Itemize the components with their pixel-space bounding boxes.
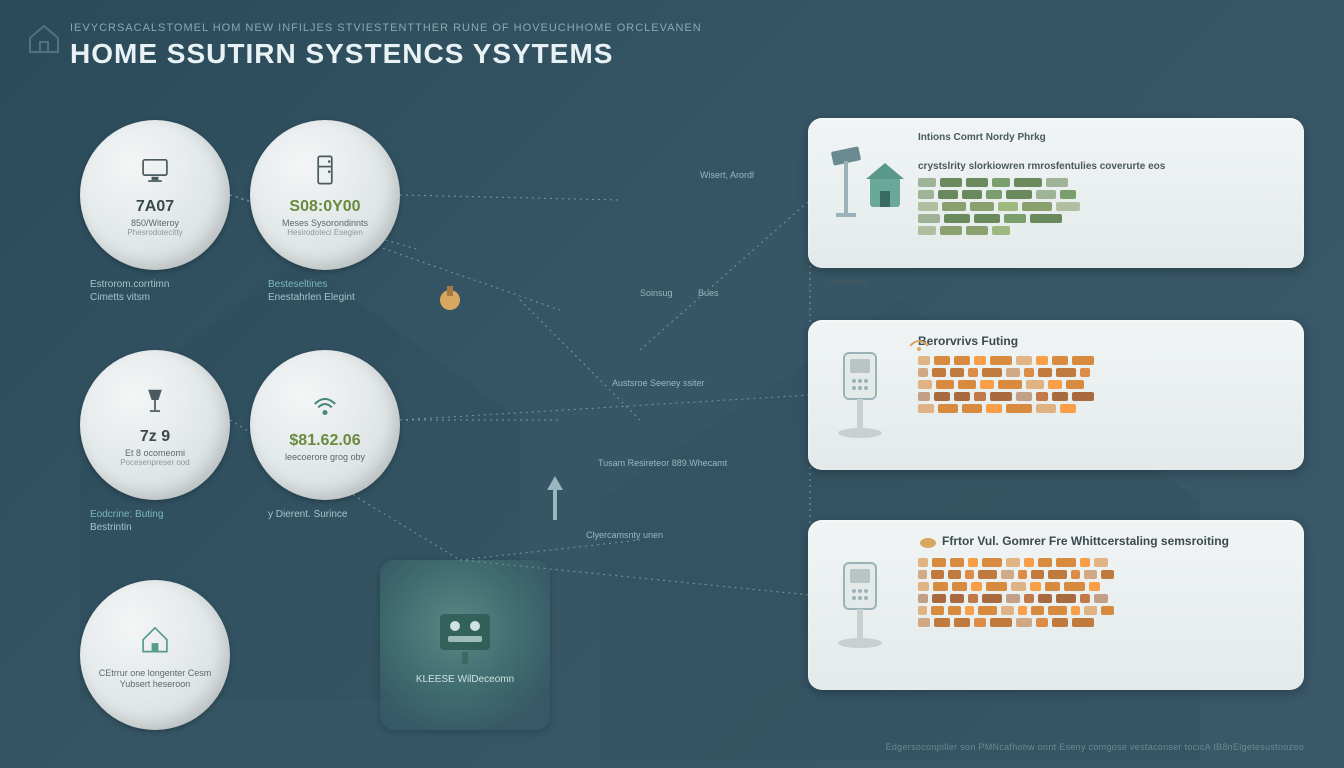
stat-circle-c5: CEtrrur one longenter Cesm Yubsert heser… [80, 580, 230, 730]
chip-row [918, 582, 1286, 591]
monitor-icon [138, 153, 172, 192]
badge-label: KLEESE WilDeceomn [416, 674, 514, 685]
connector-label-4: Tusam Resireteor 889.Whecamt [598, 458, 727, 468]
chip-row [918, 380, 1286, 389]
chip-row [918, 356, 1286, 365]
house-logo-icon [26, 20, 62, 56]
info-panel-p2: Berorvrivs Futing [808, 320, 1304, 470]
wifi-icon [908, 334, 930, 352]
panel-head: Intions Comrt Nordy Phrkgcrystslrity slo… [918, 132, 1286, 172]
cloud-icon [918, 534, 938, 550]
lamp-icon [138, 383, 172, 422]
stat-circle-c3: 7z 9 Et 8 ocomeomiPocesenpreser ood [80, 350, 230, 500]
chip-row [918, 202, 1286, 211]
mini-label-0: Estrorom.corrtimnCimetts vitsm [90, 278, 169, 304]
chip-row [918, 594, 1286, 603]
mini-label-1: BesteseltinesEnestahrlen Elegint [268, 278, 355, 304]
circle-value: S08:0Y00 [289, 198, 360, 216]
house-icon [138, 621, 172, 660]
circle-value: 7z 9 [140, 428, 170, 446]
circle-value: 7A07 [136, 198, 174, 216]
panel-icon [822, 143, 906, 243]
circle-label: leecoerore grog oby [285, 452, 365, 463]
panel-caption: Rawpwrtes [828, 277, 868, 286]
wifi-icon [308, 387, 342, 426]
circle-label: 850/Witeroy [131, 218, 179, 229]
info-panel-p3: Ffrtor Vul. Gomrer Fre Whittcerstaling s… [808, 520, 1304, 690]
circle-label: Meses Sysorondinnts [282, 218, 368, 229]
circle-value: $81.62.06 [289, 432, 360, 450]
circle-sublabel: Phesrodotecitty [127, 229, 182, 238]
chip-row [918, 558, 1286, 567]
center-badge: KLEESE WilDeceomn [380, 560, 550, 730]
panel-title: Berorvrivs Futing [918, 334, 1286, 348]
panel-icon [822, 555, 906, 655]
chip-row [918, 190, 1286, 199]
badge-icon [430, 606, 500, 666]
circle-sublabel: Pocesenpreser ood [120, 459, 189, 468]
header: IEVYCRSACALSTOMEL HOM NEW INFILJES STVIE… [70, 22, 702, 70]
panel-icon [822, 345, 906, 445]
stat-circle-c2: S08:0Y00 Meses SysorondinntsHesirodoteci … [250, 120, 400, 270]
circle-sublabel: Hesirodoteci Esegien [287, 229, 363, 238]
connector-label-3: Austsroe Seeney ssiter [612, 378, 705, 388]
chip-row [918, 570, 1286, 579]
chip-row [918, 226, 1286, 235]
connector-label-0: Wisert, Arordl [700, 170, 754, 180]
panel-title: Ffrtor Vul. Gomrer Fre Whittcerstaling s… [918, 534, 1286, 550]
footer-text: Edgersoconpiller son PMNcafhohw onnt Ese… [886, 742, 1304, 752]
connector-label-1: Bues [698, 288, 719, 298]
stat-circle-c4: $81.62.06 leecoerore grog oby [250, 350, 400, 500]
mini-label-2: Eodcrine: ButingBestrintin [90, 508, 163, 534]
connector-label-2: Soinsug [640, 288, 673, 298]
chip-row [918, 214, 1286, 223]
chip-row [918, 178, 1286, 187]
header-eyebrow: IEVYCRSACALSTOMEL HOM NEW INFILJES STVIE… [70, 22, 702, 34]
chip-row [918, 392, 1286, 401]
connector-label-5: Clyercamsnty unen [586, 530, 663, 540]
mini-label-3: y Dierent. Surince [268, 508, 347, 521]
circle-label: CEtrrur one longenter Cesm Yubsert heser… [95, 668, 215, 690]
chip-row [918, 606, 1286, 615]
chip-row [918, 404, 1286, 413]
chip-row [918, 368, 1286, 377]
circle-label: Et 8 ocomeomi [125, 448, 185, 459]
chip-row [918, 618, 1286, 627]
fridge-icon [308, 153, 342, 192]
info-panel-p1: Intions Comrt Nordy Phrkgcrystslrity slo… [808, 118, 1304, 268]
page-title: HOME SSUTIRN SYSTENCS YSYTEMS [70, 38, 702, 70]
stat-circle-c1: 7A07 850/WiteroyPhesrodotecitty [80, 120, 230, 270]
